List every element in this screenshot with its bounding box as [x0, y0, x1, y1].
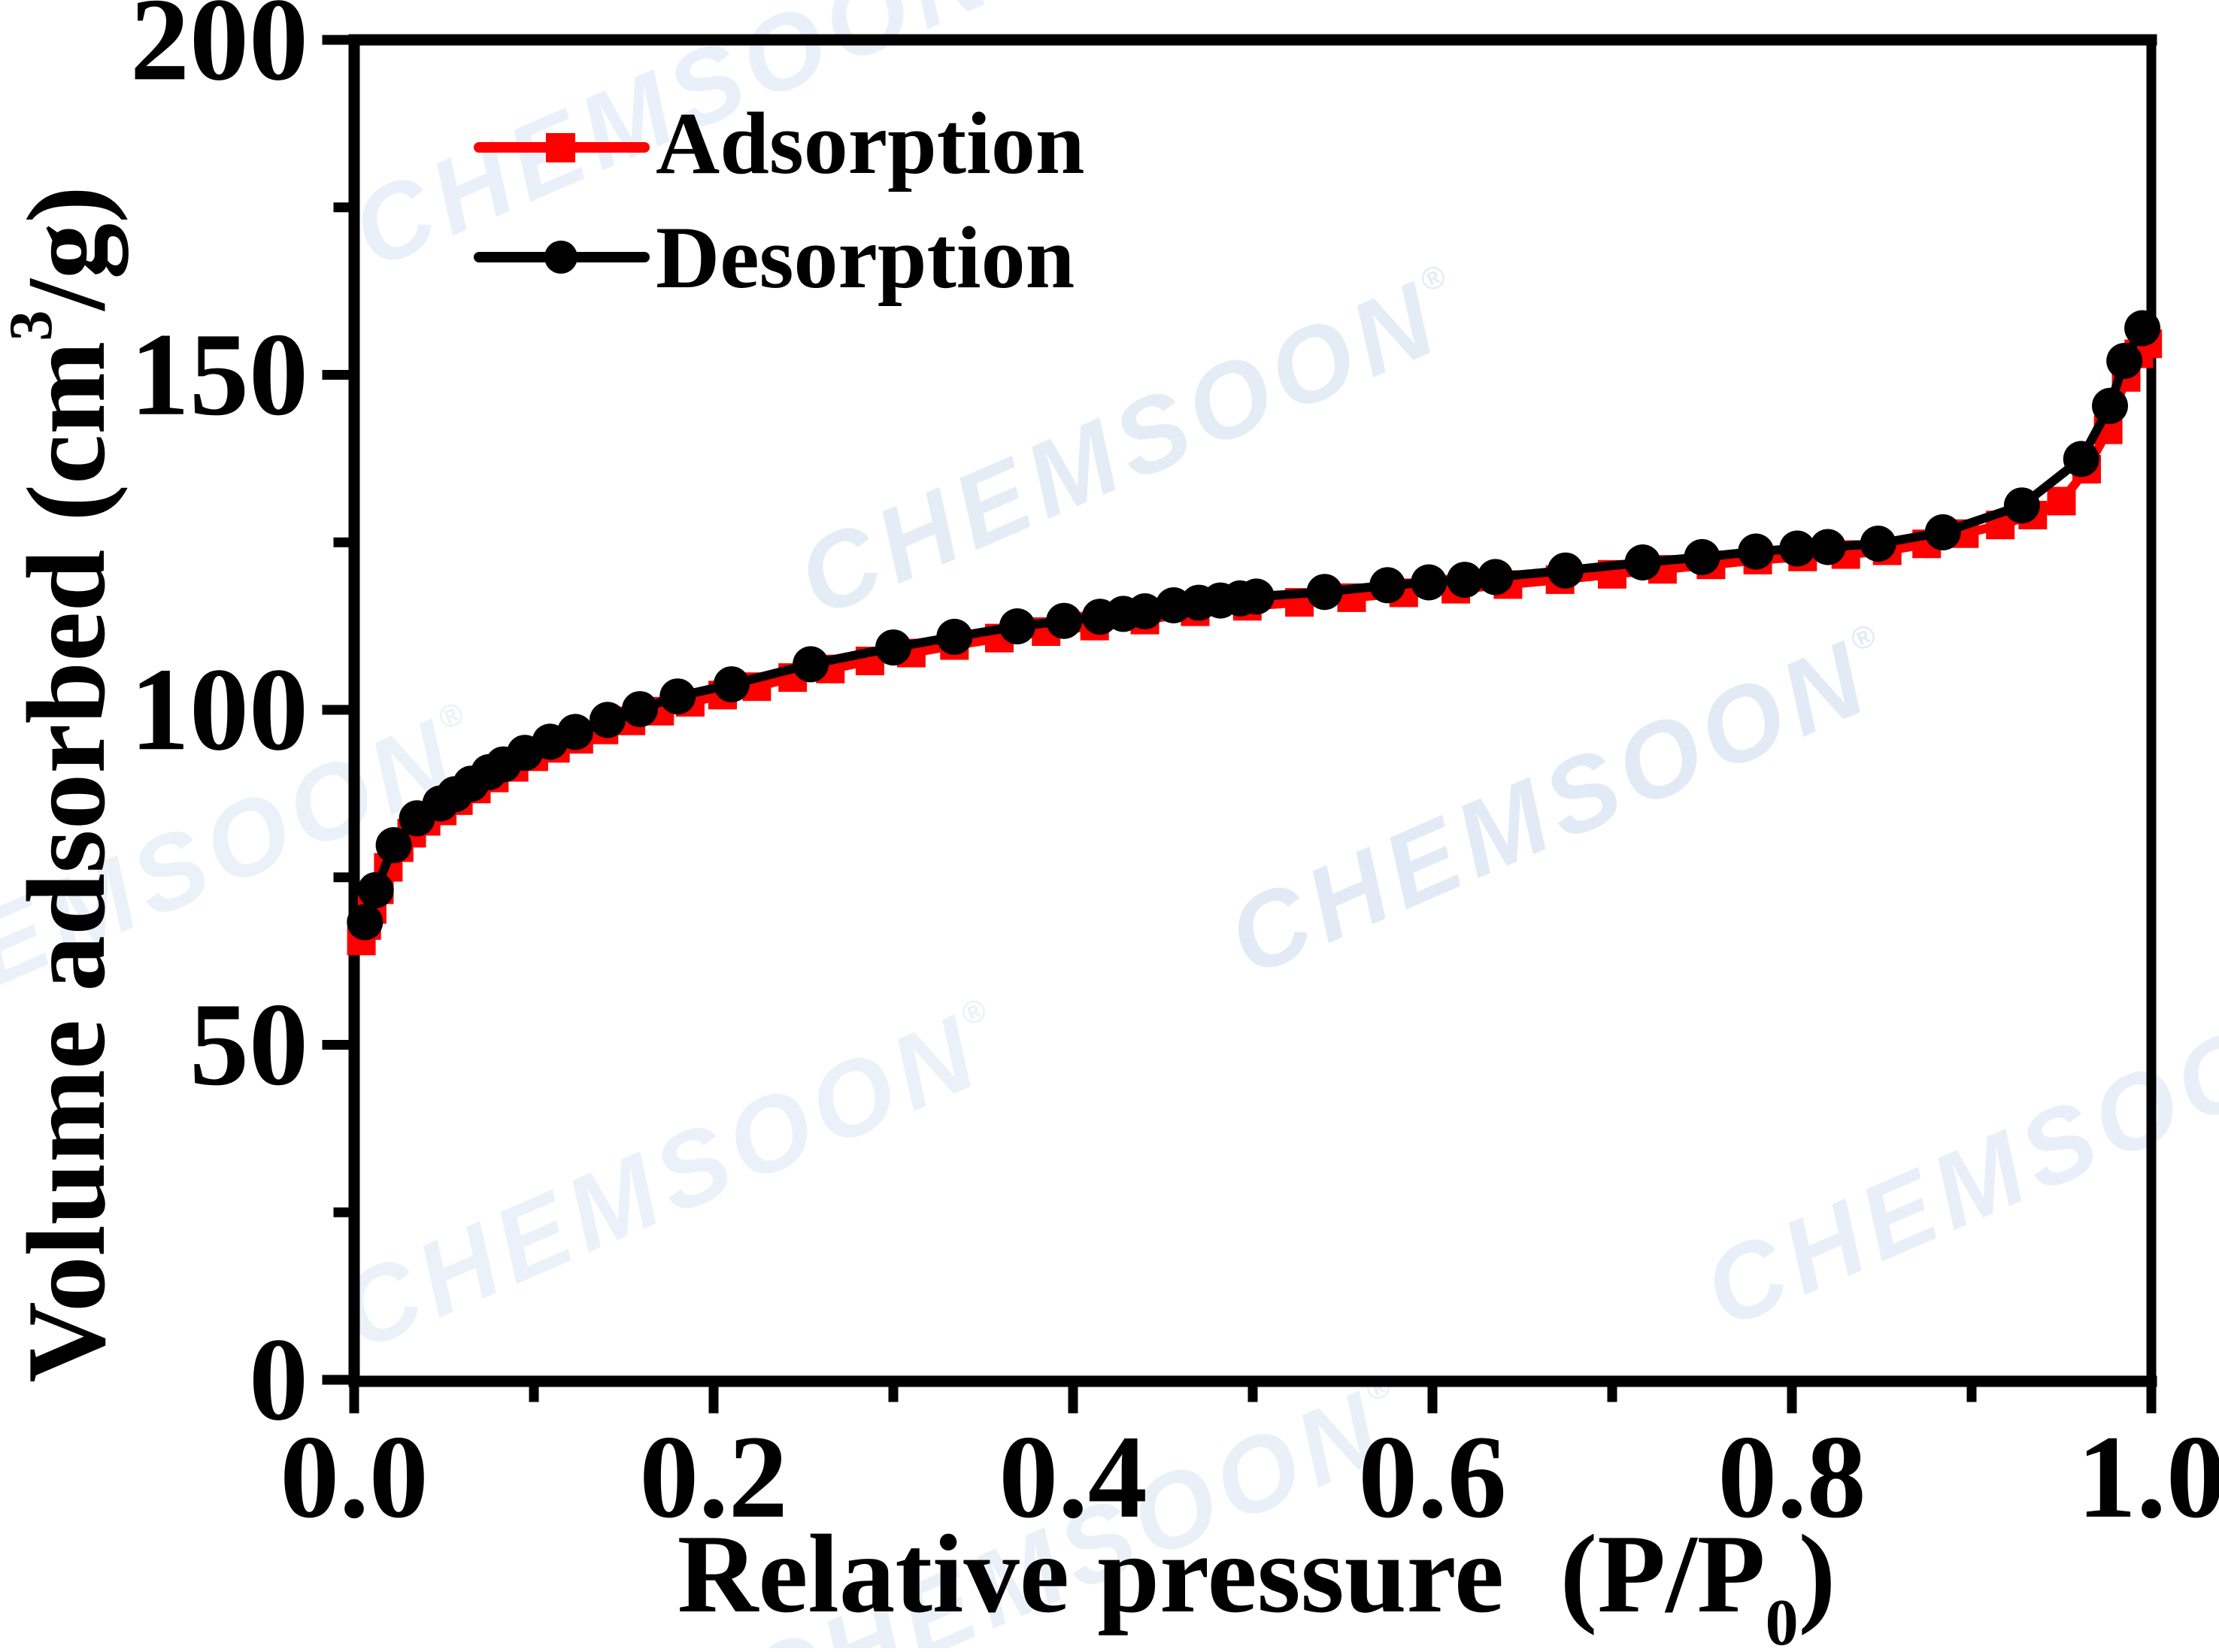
svg-text:200: 200 — [130, 0, 308, 105]
svg-text:0.2: 0.2 — [639, 1411, 788, 1543]
svg-text:Volume adsorbed (cm3/g): Volume adsorbed (cm3/g) — [0, 186, 129, 1383]
svg-text:1.0: 1.0 — [2077, 1411, 2219, 1543]
svg-text:0.8: 0.8 — [1717, 1411, 1866, 1543]
svg-text:Adsorption: Adsorption — [656, 94, 1084, 192]
svg-text:Desorption: Desorption — [656, 208, 1075, 307]
svg-text:0.6: 0.6 — [1358, 1411, 1507, 1543]
svg-text:150: 150 — [130, 309, 308, 441]
svg-text:100: 100 — [130, 644, 308, 775]
svg-text:0.4: 0.4 — [999, 1411, 1147, 1543]
svg-text:Relative pressure (P/P0): Relative pressure (P/P0) — [678, 1512, 1836, 1648]
svg-text:0: 0 — [249, 1314, 308, 1445]
svg-text:50: 50 — [189, 979, 308, 1111]
svg-text:0.0: 0.0 — [280, 1411, 429, 1543]
